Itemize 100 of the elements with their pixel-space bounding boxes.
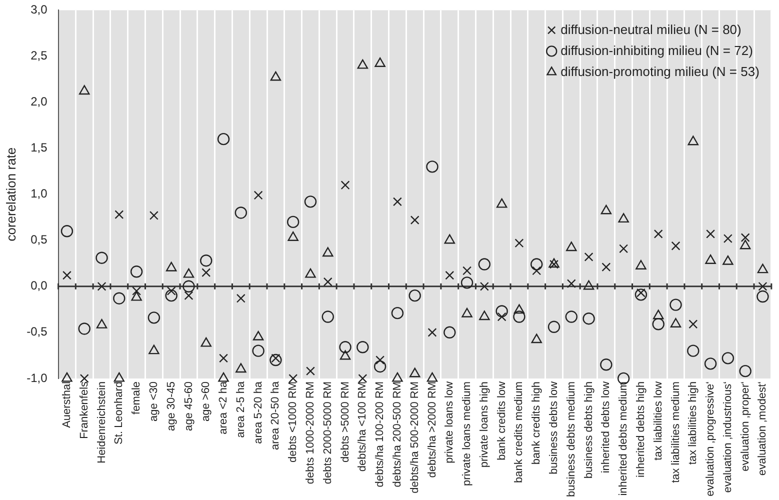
point [480, 282, 489, 291]
point [114, 210, 124, 220]
point [530, 258, 543, 270]
point [652, 310, 664, 320]
point [426, 372, 438, 382]
point [514, 304, 525, 314]
x-tick-label: evaluation ‚modest‘ [756, 381, 769, 476]
point [149, 211, 158, 220]
point [531, 334, 542, 344]
point [445, 270, 454, 280]
point [583, 280, 594, 290]
point [254, 190, 263, 200]
point [582, 312, 595, 325]
x-tick-label: debts/ha <100 RM [356, 381, 369, 472]
y-tick-label: -1,0 [26, 370, 48, 385]
x-tick-label: debts/ha 500-2000 RM [408, 381, 421, 494]
point [252, 330, 264, 340]
point [722, 352, 734, 364]
point [618, 213, 629, 223]
x-tick-label: debts 1000-2000 RM [304, 381, 317, 484]
point [358, 374, 368, 383]
y-tick-label: -0,5 [26, 324, 48, 339]
point [600, 204, 612, 214]
x-tick-label: business debts low [548, 381, 560, 474]
point [148, 312, 160, 324]
point [323, 277, 332, 286]
point [584, 252, 594, 262]
legend-label: diffusion-inhibiting milieu (N = 72) [560, 42, 753, 58]
x-tick-label: debts/ha 100-200 RM [374, 381, 386, 488]
point [234, 206, 248, 219]
point [97, 282, 106, 291]
y-tick-label: 1,5 [30, 140, 48, 155]
point [478, 258, 491, 270]
point [566, 242, 577, 252]
point [79, 85, 90, 95]
x-tick-label: debts 2000-5000 RM [322, 381, 334, 484]
point [654, 229, 663, 238]
point [688, 320, 698, 329]
point [131, 291, 142, 301]
x-tick-label: Frankenfels [78, 380, 90, 439]
point [740, 240, 751, 250]
x-tick-label: debts/ha 200-500 RM [391, 381, 404, 488]
point [340, 350, 351, 360]
point [130, 266, 143, 278]
point [532, 266, 542, 276]
x-tick-label: private loans medium [461, 381, 474, 486]
point [600, 358, 612, 371]
point [286, 216, 300, 228]
point [114, 372, 125, 382]
point [270, 354, 282, 366]
point [462, 266, 472, 276]
point [96, 252, 108, 264]
point [356, 341, 369, 354]
x-tick-label: business debts medium [565, 381, 578, 498]
point [408, 289, 421, 302]
point [723, 234, 732, 243]
point [304, 196, 317, 208]
point [740, 233, 750, 242]
x-tick-label: area <2 ha [218, 380, 230, 434]
point [288, 374, 298, 383]
point [165, 289, 178, 302]
point [270, 71, 282, 81]
point [200, 254, 212, 267]
point [687, 344, 700, 357]
x-tick-label: tax liabilities medium [670, 381, 682, 483]
point [496, 305, 508, 318]
point [706, 229, 716, 238]
x-tick-label: evaluation ‚industrious‘ [722, 381, 734, 493]
x-tick-label: area 5-20 ha [252, 380, 264, 444]
point [392, 197, 402, 206]
x-tick-label: tax liabilities low [652, 381, 664, 460]
point [652, 318, 664, 330]
x-tick-label: area 2-5 ha [234, 380, 247, 438]
point [113, 292, 126, 304]
point [497, 312, 506, 322]
y-tick-label: 2,0 [30, 94, 48, 109]
x-tick-label: age 30-45 [165, 381, 178, 431]
point [758, 282, 768, 291]
point [306, 366, 315, 376]
y-axis-title: corerelation rate [3, 147, 18, 242]
point [739, 364, 752, 378]
x-tick-label: female [130, 381, 143, 414]
point [722, 255, 734, 265]
point [410, 216, 420, 225]
point [548, 320, 560, 333]
point [566, 279, 576, 288]
point [96, 318, 108, 328]
point [166, 286, 176, 296]
point [704, 358, 717, 370]
point [60, 225, 74, 238]
x-tick-label: business debts high [582, 381, 595, 479]
x-tick-label: tax liabilities high [687, 381, 700, 465]
point [288, 231, 298, 241]
x-tick-label: private loans high [478, 381, 490, 468]
point [166, 262, 177, 272]
point [756, 290, 769, 303]
point [462, 308, 472, 318]
point [671, 241, 680, 250]
point [184, 291, 194, 300]
x-tick-label: private loans low [444, 381, 456, 464]
